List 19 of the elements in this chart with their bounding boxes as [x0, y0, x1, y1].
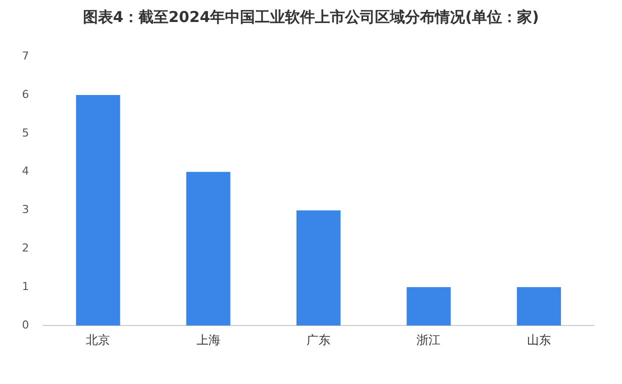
y-tick-label: 0	[22, 318, 29, 332]
bar	[516, 287, 561, 326]
x-tick-label: 浙江	[416, 332, 441, 347]
x-tick-label: 山东	[526, 332, 551, 347]
y-tick-label: 4	[22, 164, 29, 178]
y-tick-label: 3	[22, 203, 29, 216]
y-tick-label: 2	[22, 242, 29, 255]
y-tick-label: 6	[22, 88, 29, 101]
x-tick-label: 北京	[86, 332, 110, 347]
bar	[186, 172, 230, 326]
y-tick-label: 1	[22, 280, 29, 294]
x-tick-label: 广东	[306, 332, 330, 347]
bar	[76, 95, 120, 326]
x-tick-label: 上海	[196, 332, 220, 347]
y-tick-label: 5	[22, 126, 29, 140]
bar	[406, 287, 451, 326]
chart-title: 图表4：截至2024年中国工业软件上市公司区域分布情况(单位：家)	[82, 8, 540, 28]
y-tick-label: 7	[22, 49, 29, 62]
bar	[296, 210, 341, 326]
